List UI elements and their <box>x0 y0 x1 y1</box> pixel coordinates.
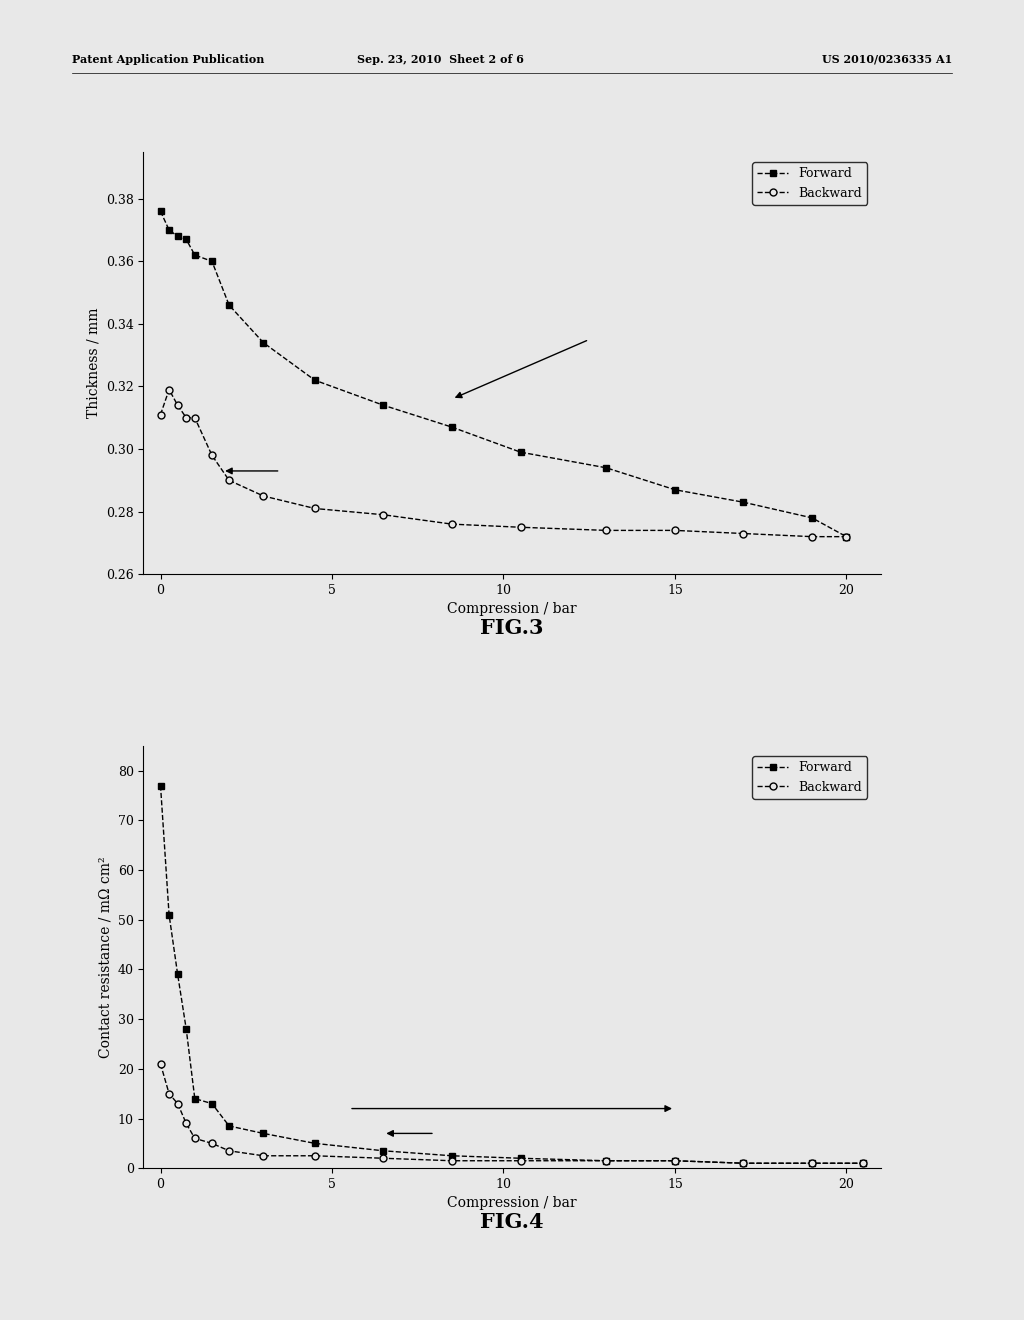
X-axis label: Compression / bar: Compression / bar <box>447 602 577 616</box>
Legend: Forward, Backward: Forward, Backward <box>752 162 867 205</box>
Y-axis label: Thickness / mm: Thickness / mm <box>86 308 100 418</box>
X-axis label: Compression / bar: Compression / bar <box>447 1196 577 1210</box>
Legend: Forward, Backward: Forward, Backward <box>752 756 867 799</box>
Text: FIG.4: FIG.4 <box>480 1212 544 1232</box>
Text: FIG.3: FIG.3 <box>480 618 544 638</box>
Y-axis label: Contact resistance / mΩ cm²: Contact resistance / mΩ cm² <box>98 857 112 1057</box>
Text: Sep. 23, 2010  Sheet 2 of 6: Sep. 23, 2010 Sheet 2 of 6 <box>357 54 523 65</box>
Text: Patent Application Publication: Patent Application Publication <box>72 54 264 65</box>
Text: US 2010/0236335 A1: US 2010/0236335 A1 <box>822 54 952 65</box>
